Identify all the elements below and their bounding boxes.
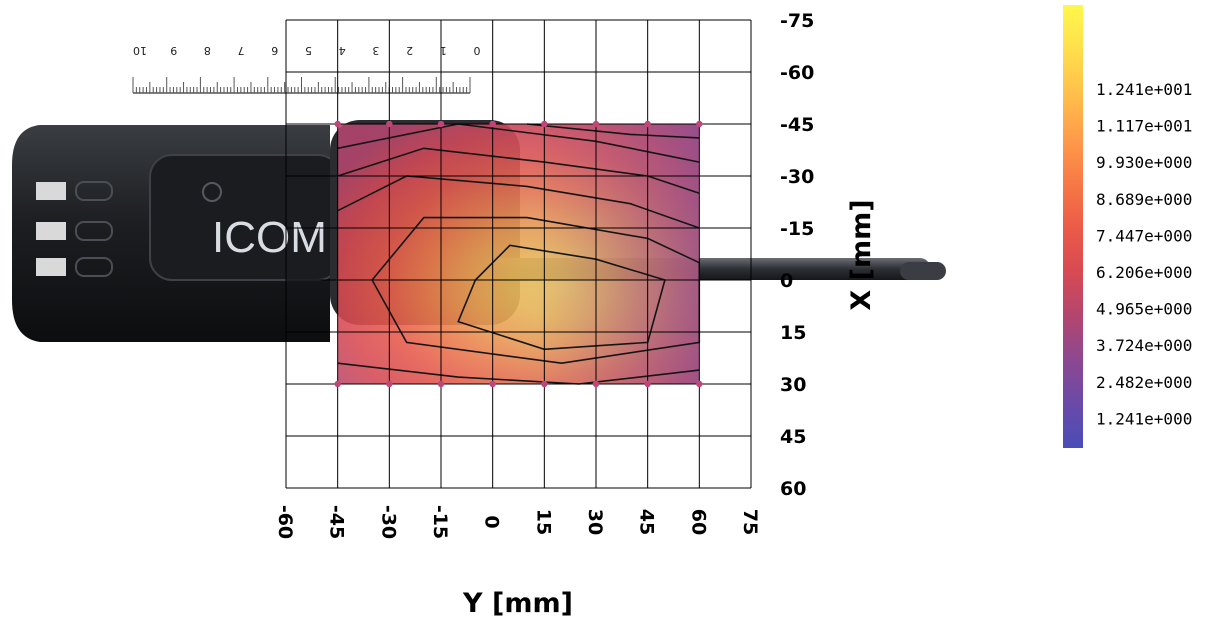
ruler-number: 10	[133, 44, 147, 57]
y-tick-label: 75	[739, 509, 761, 535]
y-tick-label: -15	[429, 505, 451, 539]
x-tick-label: -60	[780, 62, 814, 84]
ruler-number: 2	[406, 44, 413, 57]
colorbar-labels: 1.241e+001 1.117e+001 9.930e+000 8.689e+000…	[1096, 80, 1192, 428]
colorbar-label: 8.689e+000	[1096, 190, 1192, 209]
y-axis-tick-labels: -60 -45 -30 -15 0 15 30 45 60 75	[274, 505, 761, 539]
sar-heatmap	[337, 123, 701, 385]
x-tick-label: 45	[780, 426, 806, 448]
y-tick-label: 60	[687, 509, 709, 535]
x-axis-title: Y [mm]	[462, 588, 573, 619]
measurement-point	[696, 120, 703, 128]
colorbar-label: 4.965e+000	[1096, 300, 1192, 319]
measurement-point	[386, 120, 393, 128]
y-tick-label: 15	[532, 509, 554, 535]
measurement-point	[489, 120, 496, 128]
measurement-points	[334, 120, 703, 388]
x-tick-label: 0	[780, 270, 793, 292]
ruler-number: 3	[372, 44, 379, 57]
colorbar-label: 1.241e+001	[1096, 80, 1192, 99]
measuring-ruler: 10 9 8 7 6 5 4 3 2 1 0	[132, 44, 481, 94]
measurement-point	[334, 380, 341, 388]
colorbar-label: 3.724e+000	[1096, 336, 1192, 355]
ruler-number: 6	[271, 44, 278, 57]
contour-line	[337, 175, 700, 229]
ruler-number: 5	[305, 44, 312, 57]
measurement-point	[489, 380, 496, 388]
x-tick-label: -15	[780, 218, 814, 240]
plot-grid	[285, 19, 752, 489]
measurement-point	[386, 380, 393, 388]
measurement-point	[592, 120, 600, 128]
measurement-point	[644, 380, 651, 388]
ruler-number: 1	[440, 44, 447, 57]
x-tick-label: -45	[780, 114, 814, 136]
measurement-point	[696, 380, 703, 388]
contour-line	[527, 123, 700, 139]
colorbar-label: 7.447e+000	[1096, 226, 1192, 245]
measurement-point	[644, 120, 651, 128]
ruler-number: 4	[339, 44, 346, 57]
colorbar-label: 1.117e+001	[1096, 117, 1192, 136]
x-tick-label: -75	[780, 10, 814, 32]
measurement-point	[541, 380, 548, 388]
measurement-point	[437, 380, 445, 388]
ruler-number: 9	[170, 44, 177, 57]
colorbar-label: 6.206e+000	[1096, 263, 1192, 282]
y-tick-label: -45	[326, 505, 348, 539]
x-tick-label: 15	[780, 322, 806, 344]
measurement-point	[437, 120, 445, 128]
measurement-point	[334, 120, 341, 128]
y-tick-label: -60	[274, 505, 296, 539]
colorbar-label: 9.930e+000	[1096, 153, 1192, 172]
x-axis-tick-labels: -75 -60 -45 -30 -15 0 15 30 45 60	[780, 10, 814, 500]
x-tick-label: -30	[780, 166, 814, 188]
measurement-point	[592, 380, 600, 388]
colorbar-scale	[1063, 5, 1083, 448]
contour-line	[337, 362, 700, 385]
ruler-number: 7	[238, 44, 245, 57]
ruler-number: 0	[474, 44, 481, 57]
colorbar-label: 1.241e+000	[1096, 409, 1192, 428]
y-tick-label: 45	[636, 509, 658, 535]
x-tick-label: 60	[780, 478, 806, 500]
colorbar-label: 2.482e+000	[1096, 373, 1192, 392]
x-tick-label: 30	[780, 374, 806, 396]
y-tick-label: 30	[584, 509, 606, 535]
brand-logo-text: ICOM	[212, 213, 327, 262]
y-tick-label: 0	[481, 515, 503, 528]
colorbar: 1.241e+001 1.117e+001 9.930e+000 8.689e+000…	[1063, 5, 1192, 448]
contour-line	[457, 244, 666, 351]
ruler-number: 8	[204, 44, 211, 57]
measurement-point	[541, 120, 548, 128]
y-tick-label: -30	[377, 505, 399, 539]
y-axis-title: X [mm]	[846, 199, 877, 310]
